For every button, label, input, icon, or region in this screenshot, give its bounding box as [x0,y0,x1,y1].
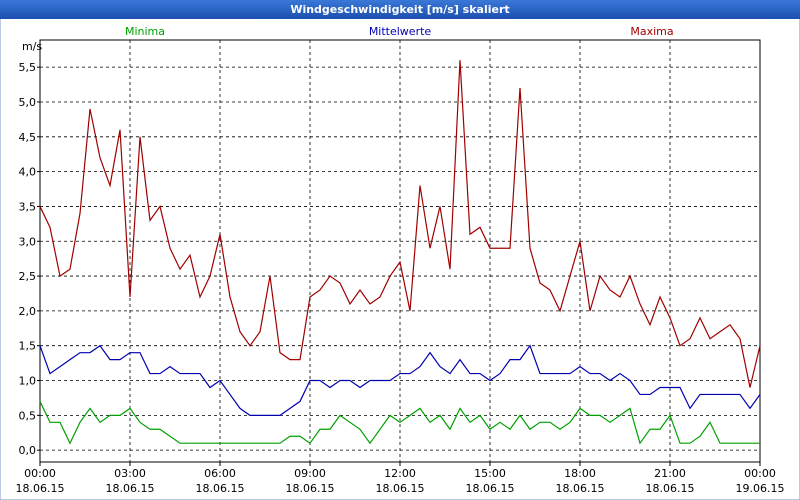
y-tick-label: 5,5 [19,61,37,74]
y-tick-label: 1,0 [19,375,37,388]
y-tick-label: 5,0 [19,96,37,109]
y-tick-label: 3,5 [19,200,37,213]
x-tick-label: 00:00 19.06.15 [736,467,785,495]
x-tick-label: 15:00 18.06.15 [466,467,515,495]
x-tick-label: 18:00 18.06.15 [556,467,605,495]
y-tick-label: 4,5 [19,131,37,144]
y-tick-label: 1,5 [19,340,37,353]
x-tick-label: 12:00 18.06.15 [376,467,425,495]
y-tick-label: 0,0 [19,444,37,457]
title-bar [0,0,800,19]
y-tick-label: 3,0 [19,235,37,248]
legend-label: Mittelwerte [369,25,432,38]
legend-label: Minima [125,25,165,38]
x-tick-label: 00:00 18.06.15 [16,467,65,495]
chart-title: Windgeschwindigkeit [m/s] skaliert [290,3,509,16]
x-tick-label: 03:00 18.06.15 [106,467,155,495]
x-tick-label: 06:00 18.06.15 [196,467,245,495]
x-tick-label: 21:00 18.06.15 [646,467,695,495]
series-line [39,401,760,445]
y-tick-label: 2,5 [19,270,37,283]
series-line [39,344,761,416]
legend-label: Maxima [630,25,673,38]
x-tick-label: 09:00 18.06.15 [286,467,335,495]
y-tick-label: 0,5 [19,409,37,422]
y-tick-label: 4,0 [19,166,37,179]
series-line [39,60,761,388]
y-tick-label: 2,0 [19,305,37,318]
y-unit: m/s [22,40,42,53]
